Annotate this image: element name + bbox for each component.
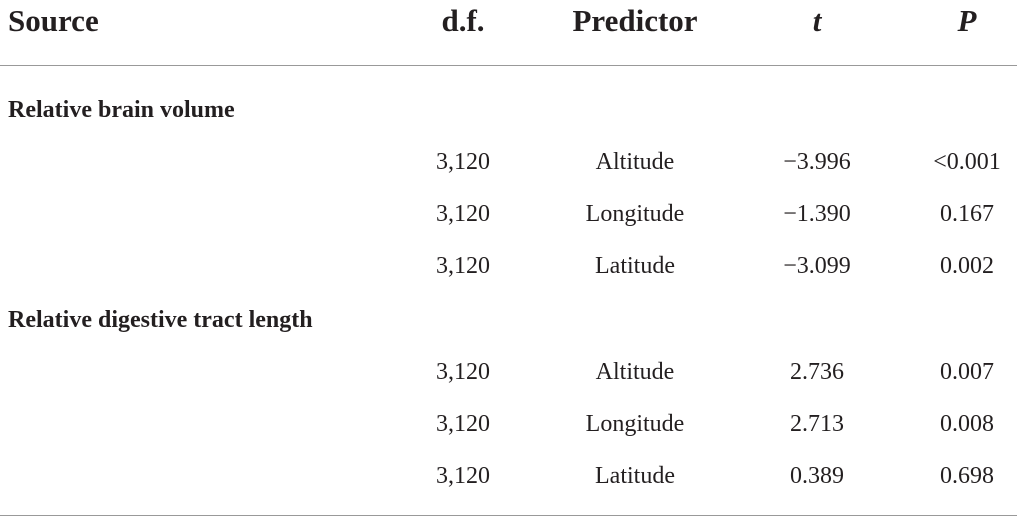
header-cell: t — [812, 3, 822, 38]
table-cell: Latitude — [595, 253, 675, 279]
table-cell: 0.698 — [940, 463, 994, 489]
table-cell: 0.007 — [940, 359, 994, 385]
group-label: Relative digestive tract length — [8, 307, 313, 333]
table-cell: −1.390 — [783, 201, 851, 227]
group-label: Relative brain volume — [8, 97, 235, 123]
bottom-rule — [0, 515, 1017, 516]
table-cell: −3.996 — [783, 149, 851, 175]
header-cell: d.f. — [441, 3, 485, 38]
table-cell: 3,120 — [436, 359, 490, 385]
header-cell: P — [957, 3, 977, 38]
table-cell: Latitude — [595, 463, 675, 489]
table-cell: 0.002 — [940, 253, 994, 279]
table-cell: 3,120 — [436, 253, 490, 279]
header-cell: Predictor — [572, 3, 698, 38]
table-cell: Altitude — [595, 359, 675, 385]
table-cell: Altitude — [595, 149, 675, 175]
table-cell: 3,120 — [436, 463, 490, 489]
table-cell: Longitude — [585, 201, 685, 227]
header-cell: Source — [8, 3, 99, 38]
table-cell: <0.001 — [933, 149, 1001, 175]
header-rule — [0, 65, 1017, 66]
table-cell: 2.713 — [790, 411, 844, 437]
table-cell: 0.389 — [790, 463, 844, 489]
table-cell: 0.167 — [940, 201, 994, 227]
table-cell: −3.099 — [783, 253, 851, 279]
table-cell: 3,120 — [436, 201, 490, 227]
table-cell: 3,120 — [436, 149, 490, 175]
table-cell: 3,120 — [436, 411, 490, 437]
table-cell: 2.736 — [790, 359, 844, 385]
table-cell: Longitude — [585, 411, 685, 437]
table-cell: 0.008 — [940, 411, 994, 437]
